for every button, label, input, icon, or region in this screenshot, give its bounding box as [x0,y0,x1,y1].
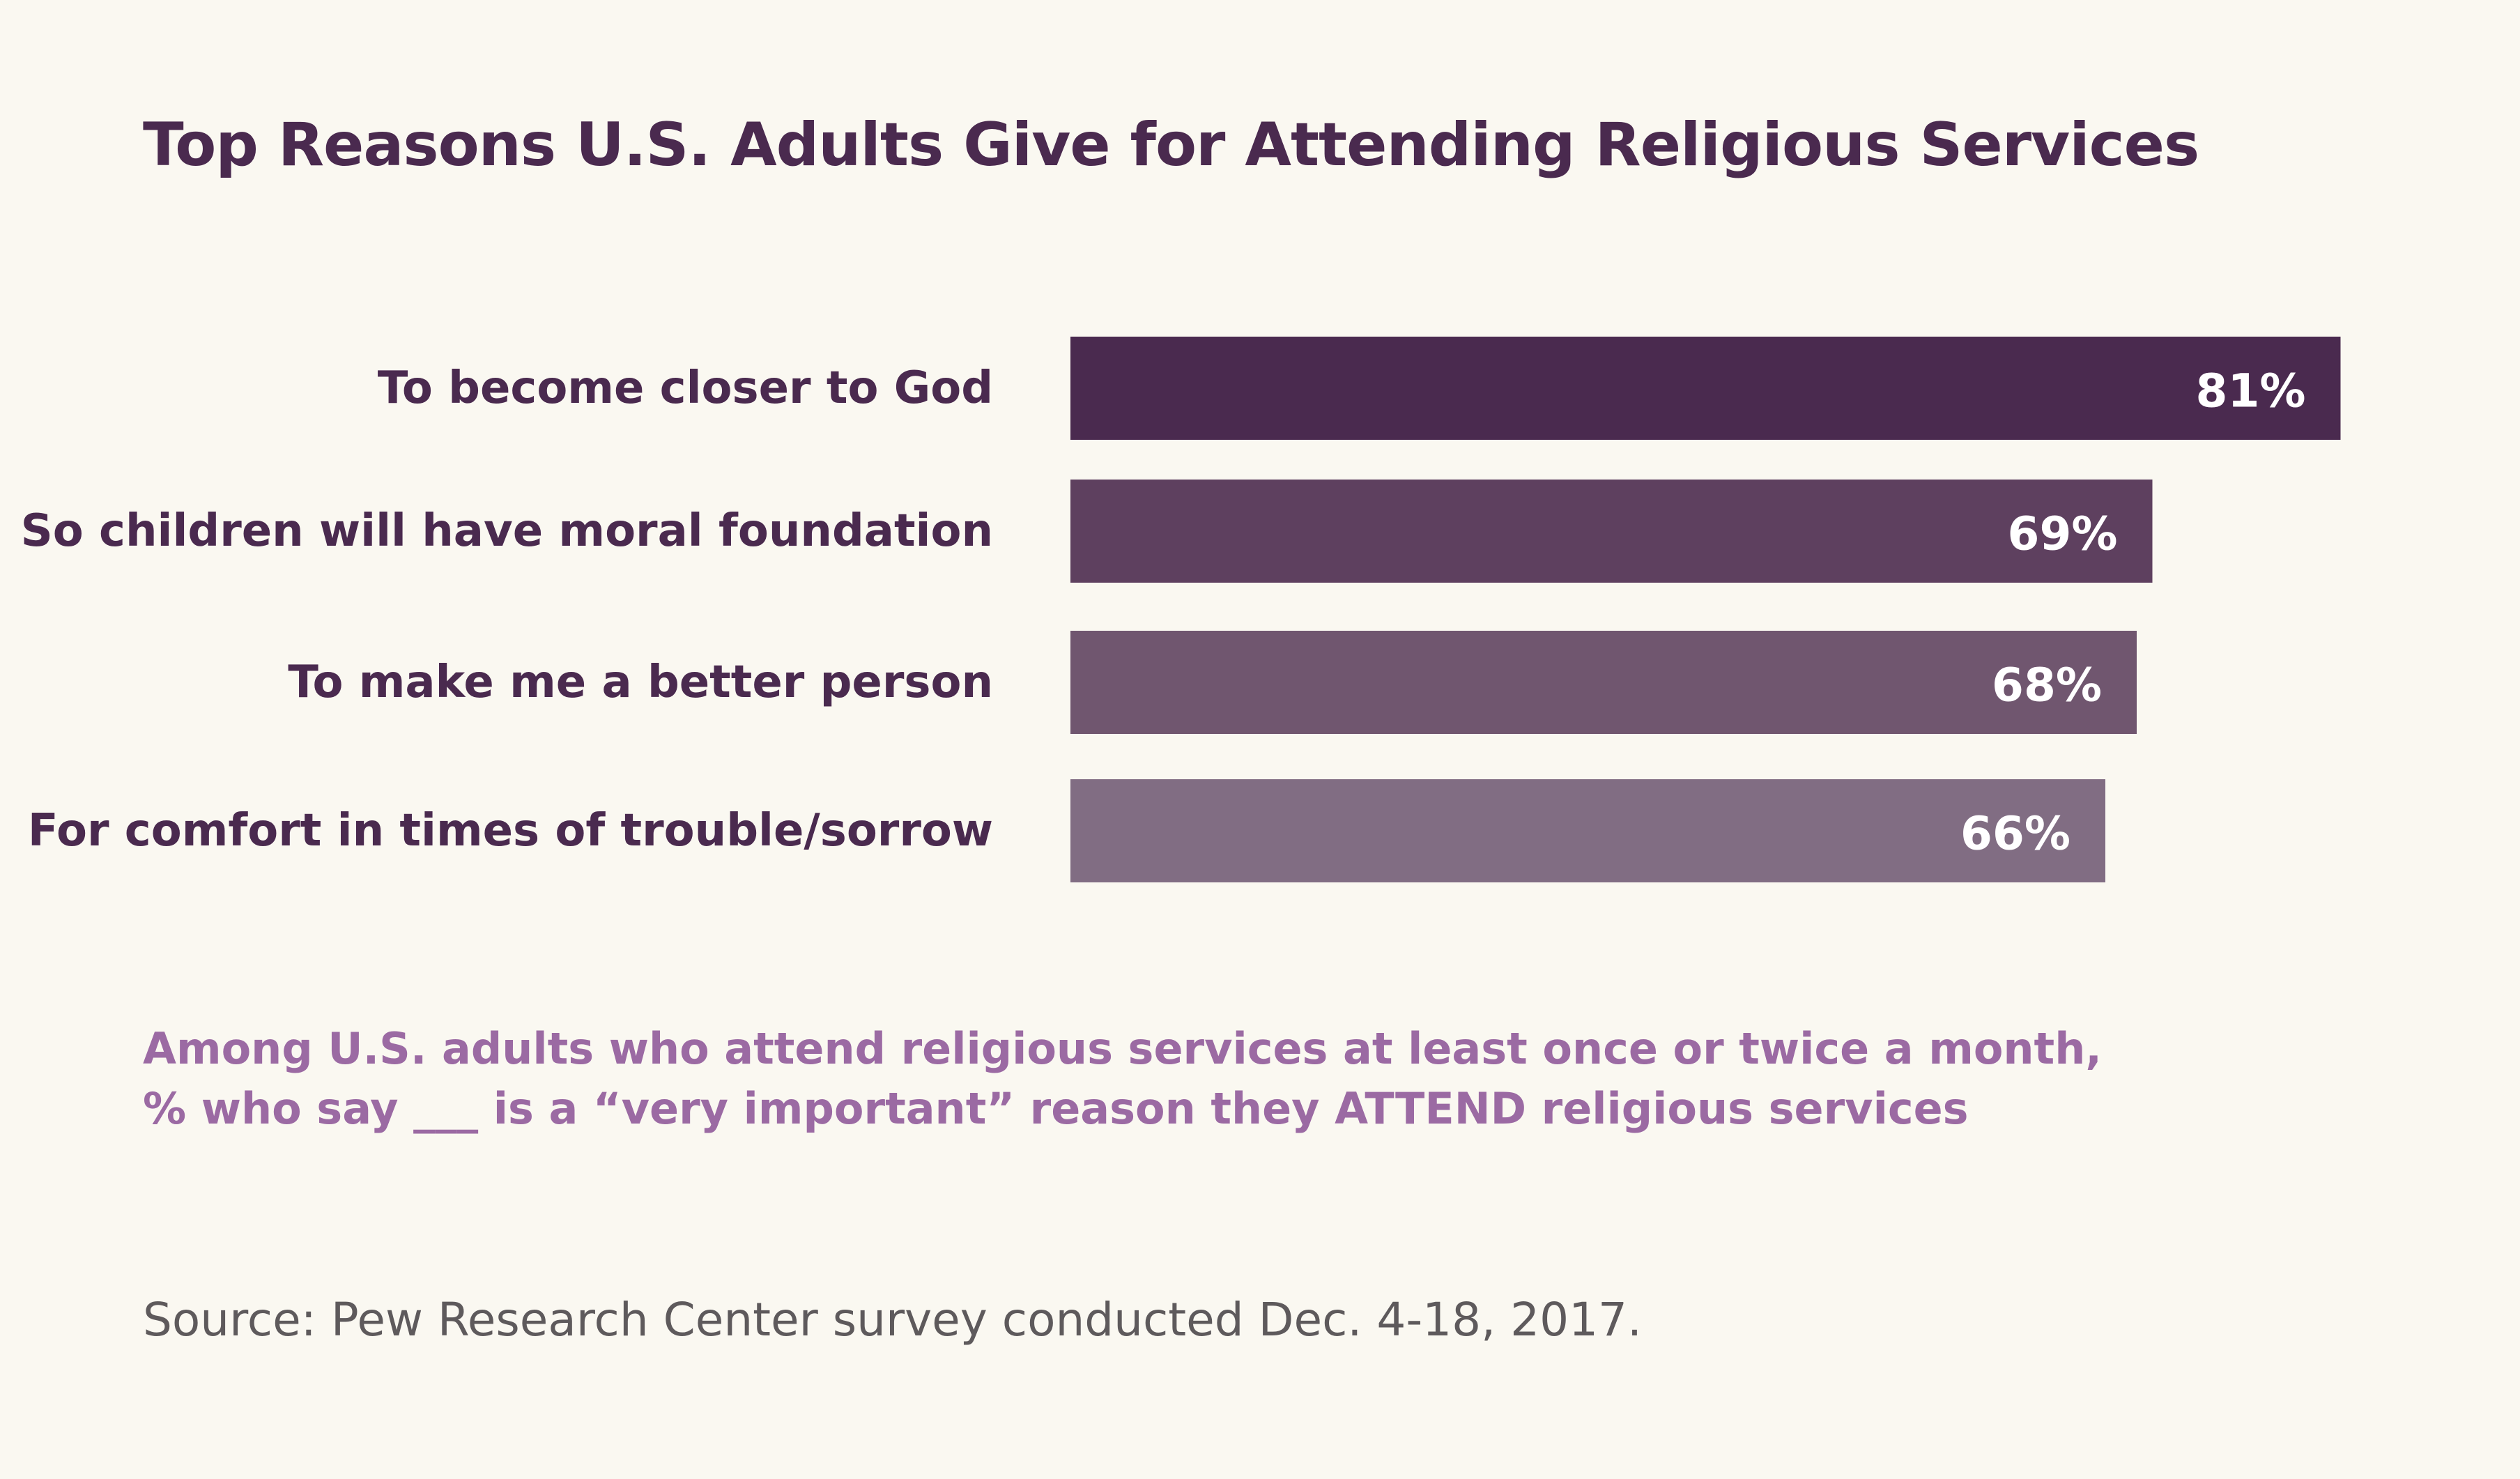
value-label-3: 68% [1992,659,2102,712]
bar-3 [1070,631,2137,734]
subtitle-line-2: % who say ___ is a “very important” reas… [143,1083,1969,1134]
bar-4 [1070,779,2105,882]
chart-subtitle: Among U.S. adults who attend religious s… [143,1019,2102,1139]
value-label-4: 66% [1960,807,2070,861]
value-label-1: 81% [2196,365,2306,418]
subtitle-line-1: Among U.S. adults who attend religious s… [143,1023,2102,1074]
bar-2 [1070,480,2153,583]
category-label-1: To become closer to God [378,362,993,414]
bar-1 [1070,337,2341,440]
chart-title: Top Reasons U.S. Adults Give for Attendi… [143,110,2199,180]
category-label-4: For comfort in times of trouble/sorrow [28,805,993,857]
category-label-3: To make me a better person [288,657,993,708]
source-note: Source: Pew Research Center survey condu… [143,1293,1643,1347]
value-label-2: 69% [2008,507,2118,561]
category-label-2: So children will have moral foundation [21,505,993,557]
